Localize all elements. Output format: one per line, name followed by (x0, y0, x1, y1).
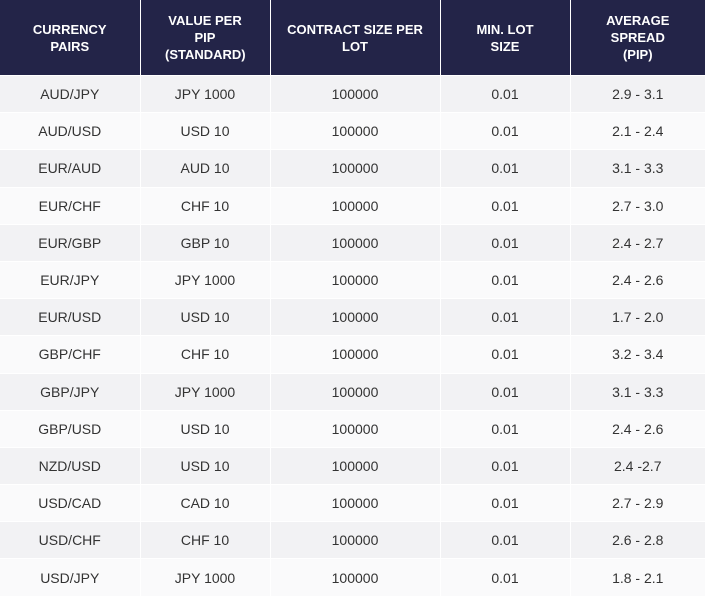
table-row: EUR/AUD AUD 10 100000 0.01 3.1 - 3.3 (0, 149, 705, 188)
header-text: AVERAGE SPREAD (PIP) (606, 13, 670, 62)
table-cell: 2.4 -2.7 (570, 446, 705, 485)
table-cell: USD 10 (140, 298, 271, 336)
header-text: CONTRACT SIZE PER LOT (287, 21, 423, 54)
header-text: MIN. LOT SIZE (476, 21, 534, 54)
table-cell: 3.1 - 3.3 (570, 149, 705, 188)
table-cell: USD/CAD (0, 484, 141, 522)
table-cell: 0.01 (440, 149, 571, 188)
table-cell: 100000 (270, 558, 441, 596)
table-cell: 100000 (270, 112, 441, 150)
table-cell: 3.2 - 3.4 (570, 335, 705, 373)
table-cell: 100000 (270, 298, 441, 336)
table-cell: 2.4 - 2.6 (570, 409, 705, 448)
table-cell: 0.01 (440, 223, 571, 262)
table-cell: 100000 (270, 484, 441, 522)
header-cell: CONTRACT SIZE PER LOT (270, 0, 441, 76)
table-cell: AUD/USD (0, 112, 141, 150)
table-cell: 100000 (270, 223, 441, 262)
table-cell: 0.01 (440, 298, 571, 336)
table-cell: GBP/USD (0, 409, 141, 448)
table-cell: USD/CHF (0, 521, 141, 559)
table-cell: 100000 (270, 521, 441, 559)
header-row: CURRENCY PAIRS VALUE PER PIP (STANDARD) CO… (0, 0, 705, 76)
table-cell: 0.01 (440, 74, 571, 113)
table-cell: JPY 1000 (140, 558, 271, 596)
table-cell: 100000 (270, 372, 441, 411)
header-text: VALUE PER PIP (STANDARD) (165, 13, 246, 62)
table-cell: JPY 1000 (140, 260, 271, 299)
table-cell: AUD 10 (140, 149, 271, 188)
table-cell: JPY 1000 (140, 74, 271, 113)
table-cell: USD/JPY (0, 558, 141, 596)
table-cell: 0.01 (440, 558, 571, 596)
table-cell: CHF 10 (140, 186, 271, 225)
header-cell: AVERAGE SPREAD (PIP) (570, 0, 705, 76)
header-cell: MIN. LOT SIZE (440, 0, 571, 76)
table-cell: 0.01 (440, 521, 571, 559)
table-cell: 2.7 - 3.0 (570, 186, 705, 225)
table-row: AUD/USD USD 10 100000 0.01 2.1 - 2.4 (0, 112, 705, 150)
table-cell: GBP/JPY (0, 372, 141, 411)
table-cell: 2.1 - 2.4 (570, 112, 705, 150)
table-cell: EUR/JPY (0, 260, 141, 299)
table-cell: 0.01 (440, 112, 571, 150)
table-row: NZD/USD USD 10 100000 0.01 2.4 -2.7 (0, 446, 705, 485)
table-cell: 2.4 - 2.7 (570, 223, 705, 262)
table-row: GBP/JPY JPY 1000 100000 0.01 3.1 - 3.3 (0, 372, 705, 411)
header-text: CURRENCY PAIRS (32, 21, 107, 54)
table-row: USD/CHF CHF 10 100000 0.01 2.6 - 2.8 (0, 521, 705, 559)
table-cell: CHF 10 (140, 335, 271, 373)
table-row: AUD/JPY JPY 1000 100000 0.01 2.9 - 3.1 (0, 74, 705, 113)
table-row: GBP/CHF CHF 10 100000 0.01 3.2 - 3.4 (0, 335, 705, 373)
table-cell: 0.01 (440, 186, 571, 225)
table-row: EUR/CHF CHF 10 100000 0.01 2.7 - 3.0 (0, 186, 705, 225)
table-cell: 0.01 (440, 409, 571, 448)
table-cell: 2.7 - 2.9 (570, 484, 705, 522)
table-cell: 100000 (270, 186, 441, 225)
table-cell: 1.7 - 2.0 (570, 298, 705, 336)
table-cell: AUD/JPY (0, 74, 141, 113)
table-cell: 0.01 (440, 335, 571, 373)
table-cell: 0.01 (440, 484, 571, 522)
table-row: EUR/JPY JPY 1000 100000 0.01 2.4 - 2.6 (0, 260, 705, 299)
table-cell: USD 10 (140, 112, 271, 150)
table-cell: 100000 (270, 260, 441, 299)
table-cell: EUR/USD (0, 298, 141, 336)
table-row: EUR/USD USD 10 100000 0.01 1.7 - 2.0 (0, 298, 705, 336)
table-cell: 3.1 - 3.3 (570, 372, 705, 411)
table-cell: 100000 (270, 446, 441, 485)
table-cell: GBP 10 (140, 223, 271, 262)
table-cell: EUR/GBP (0, 223, 141, 262)
table-cell: 100000 (270, 335, 441, 373)
table-row: EUR/GBP GBP 10 100000 0.01 2.4 - 2.7 (0, 223, 705, 262)
header-cell: CURRENCY PAIRS (0, 0, 141, 76)
table-cell: 0.01 (440, 446, 571, 485)
table-cell: 2.6 - 2.8 (570, 521, 705, 559)
table-cell: 100000 (270, 74, 441, 113)
table-row: USD/CAD CAD 10 100000 0.01 2.7 - 2.9 (0, 484, 705, 522)
table-cell: EUR/CHF (0, 186, 141, 225)
table-cell: EUR/AUD (0, 149, 141, 188)
table-row: GBP/USD USD 10 100000 0.01 2.4 - 2.6 (0, 409, 705, 448)
table-cell: CAD 10 (140, 484, 271, 522)
table-cell: 1.8 - 2.1 (570, 558, 705, 596)
table-cell: CHF 10 (140, 521, 271, 559)
table-row: USD/JPY JPY 1000 100000 0.01 1.8 - 2.1 (0, 558, 705, 596)
header-cell: VALUE PER PIP (STANDARD) (140, 0, 271, 76)
table-cell: 0.01 (440, 372, 571, 411)
table-cell: 0.01 (440, 260, 571, 299)
table-body: AUD/JPY JPY 1000 100000 0.01 2.9 - 3.1 AUD/US… (0, 74, 705, 596)
table-cell: 2.4 - 2.6 (570, 260, 705, 299)
table-cell: JPY 1000 (140, 372, 271, 411)
table-cell: NZD/USD (0, 446, 141, 485)
table-cell: USD 10 (140, 409, 271, 448)
table-cell: 100000 (270, 149, 441, 188)
table-cell: 2.9 - 3.1 (570, 74, 705, 113)
table-cell: GBP/CHF (0, 335, 141, 373)
table-cell: 100000 (270, 409, 441, 448)
table-cell: USD 10 (140, 446, 271, 485)
